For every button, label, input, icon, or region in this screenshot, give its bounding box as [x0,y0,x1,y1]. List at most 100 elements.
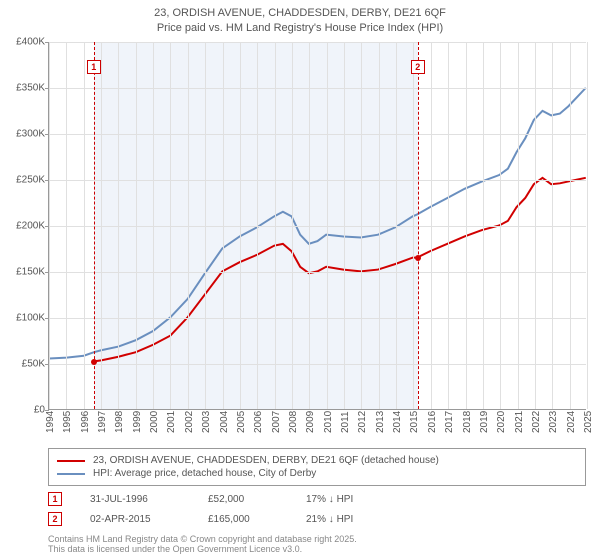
x-axis-label: 1994 [45,411,56,433]
x-axis-label: 1999 [132,411,143,433]
x-axis-label: 2025 [583,411,594,433]
x-axis-label: 2010 [323,411,334,433]
legend-swatch [57,460,85,462]
gridline-v [570,42,571,409]
y-axis-label: £50K [1,359,45,370]
chart-plot-area: £0£50K£100K£150K£200K£250K£300K£350K£400… [48,42,586,410]
legend-swatch [57,473,85,475]
x-axis-label: 2004 [219,411,230,433]
sale-row-date: 31-JUL-1996 [90,494,190,505]
gridline-v [66,42,67,409]
x-axis-label: 2011 [340,411,351,433]
gridline-v [344,42,345,409]
gridline-v [587,42,588,409]
sale-marker-box: 1 [87,60,101,74]
gridline-v [500,42,501,409]
x-axis-label: 2016 [427,411,438,433]
y-axis-label: £250K [1,175,45,186]
sales-table: 1 31-JUL-1996 £52,000 17% ↓ HPI 2 02-APR-2015… [48,492,586,526]
gridline-v [535,42,536,409]
sale-row-price: £52,000 [208,494,288,505]
x-axis-label: 2019 [479,411,490,433]
x-axis-label: 2015 [409,411,420,433]
x-axis-label: 2006 [253,411,264,433]
x-axis-label: 2024 [566,411,577,433]
gridline-v [153,42,154,409]
gridline-v [240,42,241,409]
title-line-2: Price paid vs. HM Land Registry's House … [0,21,600,36]
x-axis-label: 1996 [80,411,91,433]
legend-and-sales: 23, ORDISH AVENUE, CHADDESDEN, DERBY, DE… [48,448,586,554]
x-axis-label: 1995 [62,411,73,433]
x-axis-label: 2008 [288,411,299,433]
chart-container: 23, ORDISH AVENUE, CHADDESDEN, DERBY, DE… [0,0,600,560]
gridline-v [223,42,224,409]
x-axis-label: 2023 [548,411,559,433]
x-axis-label: 2003 [201,411,212,433]
sale-row-date: 02-APR-2015 [90,514,190,525]
sale-point-dot [91,359,97,365]
x-axis-label: 2021 [514,411,525,433]
x-axis-label: 1998 [114,411,125,433]
sale-row: 1 31-JUL-1996 £52,000 17% ↓ HPI [48,492,586,506]
gridline-h [49,134,586,135]
title-line-1: 23, ORDISH AVENUE, CHADDESDEN, DERBY, DE… [0,6,600,21]
gridline-v [136,42,137,409]
gridline-v [205,42,206,409]
sale-row: 202-APR-2015£165,00021% ↓ HPI [48,512,586,526]
y-axis-label: £300K [1,129,45,140]
gridline-v [361,42,362,409]
x-axis-label: 2014 [392,411,403,433]
title-block: 23, ORDISH AVENUE, CHADDESDEN, DERBY, DE… [0,0,600,39]
gridline-v [431,42,432,409]
gridline-h [49,42,586,43]
sale-row-price: £165,000 [208,514,288,525]
footer-line-1: Contains HM Land Registry data © Crown c… [48,534,586,544]
y-axis-label: £100K [1,313,45,324]
x-axis-label: 2005 [236,411,247,433]
y-axis-label: £350K [1,83,45,94]
gridline-v [292,42,293,409]
gridline-h [49,272,586,273]
gridline-h [49,364,586,365]
x-axis-label: 2018 [462,411,473,433]
x-axis-label: 2009 [305,411,316,433]
gridline-v [466,42,467,409]
sale-point-dot [415,255,421,261]
sale-marker-vline [94,42,95,409]
sale-marker-box: 2 [411,60,425,74]
series-line-property [94,178,586,362]
gridline-v [170,42,171,409]
x-axis-label: 2020 [496,411,507,433]
gridline-h [49,180,586,181]
legend-box: 23, ORDISH AVENUE, CHADDESDEN, DERBY, DE… [48,448,586,486]
footer: Contains HM Land Registry data © Crown c… [48,534,586,554]
gridline-h [49,88,586,89]
gridline-v [448,42,449,409]
gridline-v [188,42,189,409]
gridline-v [257,42,258,409]
gridline-v [49,42,50,409]
gridline-v [552,42,553,409]
gridline-v [396,42,397,409]
footer-line-2: This data is licensed under the Open Gov… [48,544,586,554]
x-axis-label: 2013 [375,411,386,433]
sale-row-marker: 1 [48,492,62,506]
sale-row-hpi-diff: 17% ↓ HPI [306,494,396,505]
x-axis-label: 2007 [271,411,282,433]
gridline-v [483,42,484,409]
x-axis-label: 2001 [166,411,177,433]
x-axis-label: 2022 [531,411,542,433]
gridline-v [309,42,310,409]
y-axis-label: £200K [1,221,45,232]
sale-row-marker: 2 [48,512,62,526]
legend-label: HPI: Average price, detached house, City… [93,468,316,479]
x-axis-label: 2012 [357,411,368,433]
y-axis-label: £150K [1,267,45,278]
gridline-v [518,42,519,409]
y-axis-label: £400K [1,37,45,48]
legend-row: 23, ORDISH AVENUE, CHADDESDEN, DERBY, DE… [57,455,577,466]
y-axis-label: £0 [1,405,45,416]
sale-marker-vline [418,42,419,409]
gridline-h [49,318,586,319]
